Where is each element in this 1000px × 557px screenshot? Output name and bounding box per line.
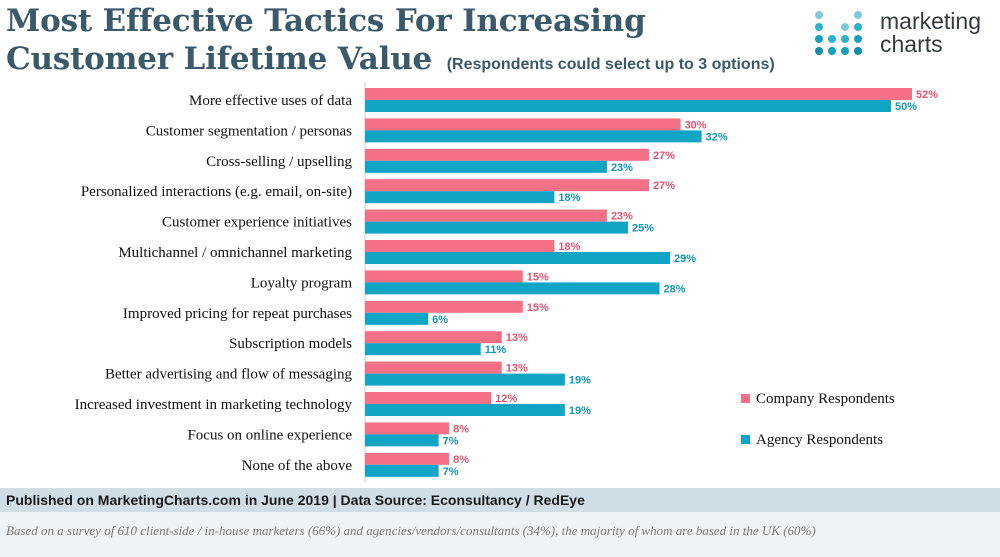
agency-value-label: 7% <box>443 435 459 447</box>
agency-value-label: 25% <box>632 223 654 235</box>
agency-bar <box>365 191 555 204</box>
survey-note: Based on a survey of 610 client-side / i… <box>0 512 1000 557</box>
agency-value-label: 23% <box>611 162 633 174</box>
agency-value-label: 6% <box>432 314 448 326</box>
chart-subtitle: (Respondents could select up to 3 option… <box>446 56 775 73</box>
company-value-label: 15% <box>527 271 549 283</box>
category-label: Multichannel / omnichannel marketing <box>118 245 352 261</box>
category-label: Customer segmentation / personas <box>146 123 352 139</box>
company-value-label: 13% <box>506 363 528 375</box>
agency-value-label: 29% <box>674 253 696 265</box>
company-value-label: 8% <box>453 423 469 435</box>
company-value-label: 52% <box>916 89 938 101</box>
category-label: More effective uses of data <box>189 93 352 109</box>
company-value-label: 15% <box>527 302 549 314</box>
company-bar <box>365 118 681 131</box>
legend-swatch <box>741 435 750 444</box>
agency-bar <box>365 100 891 112</box>
source-bar: Published on MarketingCharts.com in June… <box>0 488 1000 512</box>
legend-label: Company Respondents <box>756 391 895 407</box>
category-label: Subscription models <box>229 336 352 352</box>
agency-bar <box>365 312 429 325</box>
company-bar <box>365 422 450 435</box>
title-line-1: Most Effective Tactics For Increasing <box>6 3 646 39</box>
company-bar <box>365 179 650 192</box>
category-label: Customer experience initiatives <box>162 215 352 231</box>
company-bar <box>365 300 523 313</box>
company-bar <box>365 209 607 222</box>
logo-line-1: marketing <box>880 8 981 34</box>
legend-swatch <box>741 394 750 403</box>
company-value-label: 12% <box>495 393 517 405</box>
company-value-label: 23% <box>611 211 633 223</box>
agency-bar <box>365 252 671 264</box>
company-bar <box>365 452 450 465</box>
company-bar <box>365 361 502 374</box>
logo-wordmark: marketing charts <box>880 10 981 56</box>
marketingcharts-logo: marketing charts <box>814 10 994 60</box>
agency-value-label: 32% <box>706 131 728 143</box>
bar-chart: More effective uses of data 52%50% Custome… <box>75 82 938 482</box>
company-value-label: 18% <box>558 241 580 253</box>
agency-bar <box>365 160 607 173</box>
legend-label: Agency Respondents <box>756 432 883 448</box>
category-label: Loyalty program <box>251 275 353 291</box>
category-label: Personalized interactions (e.g. email, o… <box>81 184 352 200</box>
logo-line-2: charts <box>880 31 943 57</box>
agency-value-label: 7% <box>443 466 459 478</box>
company-bar <box>365 240 555 252</box>
company-value-label: 13% <box>506 332 528 344</box>
agency-bar <box>365 282 660 295</box>
company-bar <box>365 331 502 344</box>
agency-bar <box>365 373 565 386</box>
company-value-label: 30% <box>685 119 707 131</box>
agency-value-label: 28% <box>664 283 686 295</box>
company-value-label: 8% <box>453 454 469 466</box>
agency-bar <box>365 221 628 234</box>
category-label: Increased investment in marketing techno… <box>75 397 353 413</box>
agency-bar <box>365 404 565 416</box>
chart-title: Most Effective Tactics For Increasing Cu… <box>6 2 775 84</box>
company-bar <box>365 148 650 161</box>
agency-value-label: 19% <box>569 375 591 387</box>
agency-value-label: 19% <box>569 405 591 417</box>
agency-value-label: 50% <box>895 101 917 113</box>
agency-bar <box>365 464 439 477</box>
agency-value-label: 11% <box>485 344 507 356</box>
category-label: None of the above <box>242 458 353 474</box>
category-label: Better advertising and flow of messaging <box>105 367 353 383</box>
company-value-label: 27% <box>653 180 675 192</box>
agency-bar <box>365 130 702 143</box>
agency-bar <box>365 343 481 356</box>
category-label: Cross-selling / upselling <box>206 154 352 170</box>
company-bar <box>365 88 912 100</box>
company-bar <box>365 392 492 404</box>
agency-bar <box>365 434 439 447</box>
logo-dots-icon <box>815 11 862 55</box>
company-bar <box>365 270 523 283</box>
category-label: Focus on online experience <box>187 427 352 443</box>
agency-value-label: 18% <box>558 192 580 204</box>
category-label: Improved pricing for repeat purchases <box>123 306 352 322</box>
title-line-2: Customer Lifetime Value <box>6 41 433 77</box>
company-value-label: 27% <box>653 150 675 162</box>
